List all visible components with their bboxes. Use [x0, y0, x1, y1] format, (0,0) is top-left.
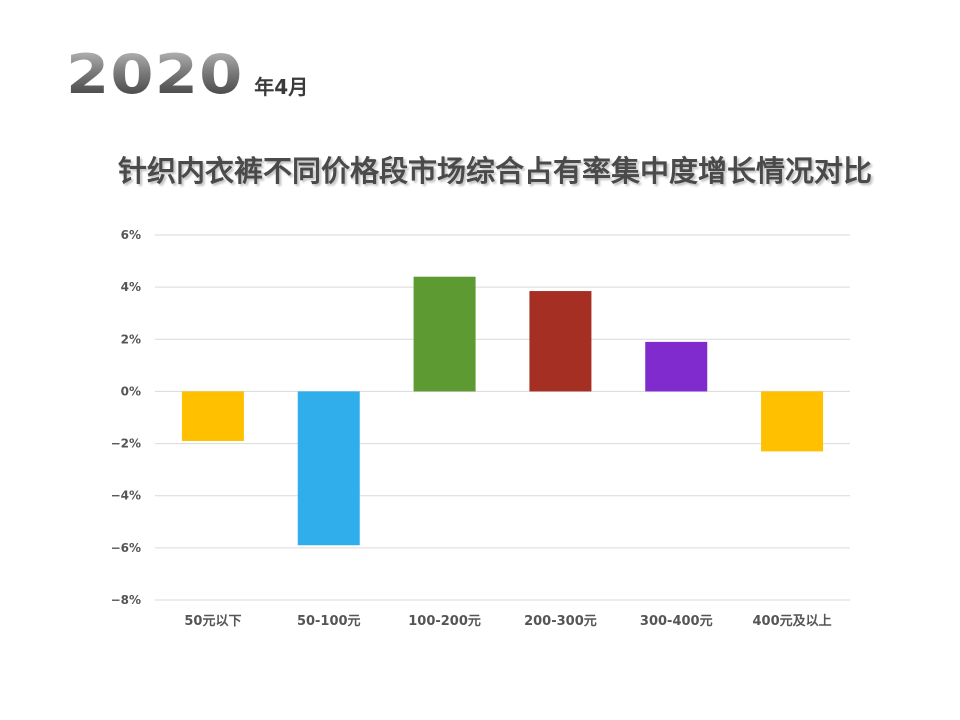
year-label: 2020 — [66, 43, 244, 106]
x-category-label: 50-100元 — [297, 614, 361, 629]
y-tick-label: −8% — [111, 593, 141, 607]
y-tick-label: −4% — [111, 489, 141, 503]
bar — [413, 276, 476, 392]
y-tick-label: 4% — [121, 280, 141, 294]
x-category-label: 400元及以上 — [753, 614, 832, 629]
x-category-label: 50元以下 — [184, 614, 241, 629]
x-category-label: 100-200元 — [408, 614, 481, 629]
date-header: 2020 年4月 — [66, 48, 308, 102]
x-category-label: 200-300元 — [524, 614, 597, 629]
y-axis-ticks: 6% 4% 2% 0% −2% −4% −6% −8% — [111, 228, 141, 607]
y-tick-label: 6% — [121, 228, 141, 242]
gridlines — [155, 234, 850, 601]
bar — [181, 391, 244, 441]
bar — [529, 291, 592, 392]
x-category-label: 300-400元 — [640, 614, 713, 629]
bar — [761, 391, 824, 452]
y-tick-label: −6% — [111, 541, 141, 555]
y-tick-label: 0% — [121, 384, 141, 398]
chart-title: 针织内衣裤不同价格段市场综合占有率集中度增长情况对比 — [117, 154, 872, 188]
bar — [645, 341, 708, 392]
month-label: 年4月 — [254, 75, 309, 99]
bar — [297, 391, 360, 546]
y-tick-label: −2% — [111, 437, 141, 451]
x-axis-categories: 50元以下 50-100元 100-200元 200-300元 300-400元 400元… — [184, 614, 831, 629]
bars — [181, 276, 824, 546]
y-tick-label: 2% — [121, 332, 141, 346]
